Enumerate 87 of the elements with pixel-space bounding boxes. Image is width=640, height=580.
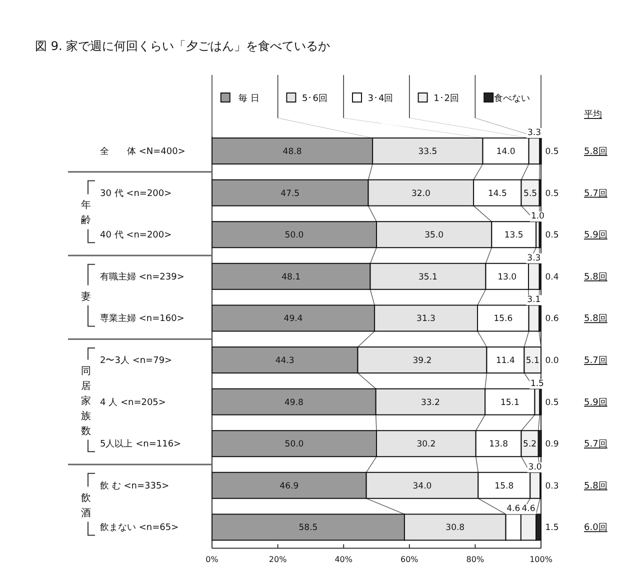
data-label: 0.4 (545, 272, 559, 282)
text: 5.9回 (584, 398, 608, 408)
x-tick-label: 40% (334, 555, 353, 564)
data-label: 0.3 (545, 481, 559, 492)
data-label: 5.1 (526, 356, 540, 366)
data-label: 15.6 (494, 314, 513, 324)
data-label: 3.3 (527, 128, 542, 138)
legend-label: 5･6回 (302, 94, 328, 104)
legend-label: 3･4回 (368, 94, 394, 104)
y-tick-label: 30 代 <n=200> (100, 188, 172, 199)
x-tick-label: 0% (206, 555, 219, 564)
data-label: 33.5 (418, 147, 438, 157)
data-label: 0.9 (545, 440, 559, 450)
y-tick-label: 5人以上 <n=116> (100, 438, 182, 450)
y-tick-label: 全 体 <N=400> (100, 146, 186, 157)
x-tick-label: 20% (268, 555, 288, 564)
data-label: 50.0 (284, 440, 304, 450)
text: 5.8回 (584, 272, 608, 282)
y-tick-label: 2〜3人 <n=79> (100, 355, 172, 366)
text: 6.0回 (584, 523, 608, 534)
data-label: 11.4 (496, 356, 515, 366)
data-label: 39.2 (412, 356, 432, 366)
data-label: 0.5 (545, 230, 559, 241)
text: 平均 (584, 109, 602, 120)
data-label: 46.9 (280, 481, 299, 492)
data-label: 47.5 (280, 188, 300, 199)
y-tick-label: 飲まない <n=65> (100, 522, 179, 534)
data-label: 1.5 (545, 523, 559, 534)
data-label: 5.2 (523, 440, 537, 450)
data-label: 50.0 (284, 230, 304, 241)
data-label: 0.6 (545, 314, 559, 324)
text: 5.7回 (584, 188, 608, 199)
y-tick-label: 有職主婦 <n=239> (100, 271, 184, 282)
x-tick-label: 100% (530, 555, 553, 564)
data-label: 1.5 (530, 378, 544, 389)
data-label: 0.5 (545, 188, 559, 199)
chart-title: 図 9. 家で週に何回くらい「夕ごはん」を食べているか (35, 39, 330, 53)
y-tick-label: 飲 む <n=335> (100, 480, 170, 492)
data-label: 13.5 (504, 230, 524, 241)
data-label: 49.8 (284, 398, 304, 408)
data-label: 49.4 (284, 314, 303, 324)
data-label: 44.3 (275, 356, 294, 366)
data-label: 48.8 (282, 147, 302, 157)
x-tick-label: 60% (400, 555, 419, 564)
data-label: 30.2 (416, 440, 436, 450)
text: 同居家族数 (81, 366, 91, 437)
data-label: 15.1 (500, 398, 520, 408)
y-tick-label: 4 人 <n=205> (100, 396, 166, 408)
data-label: 35.1 (418, 272, 438, 282)
data-label: 0.5 (545, 147, 559, 157)
legend-label: 毎 日 (238, 93, 260, 104)
text: 5.8回 (584, 147, 608, 157)
data-label: 33.2 (420, 398, 440, 408)
data-label: 48.1 (282, 272, 301, 282)
text: 5.7回 (584, 356, 608, 366)
data-label: 5.5 (524, 188, 538, 199)
x-tick-label: 80% (466, 555, 484, 564)
data-label: 35.0 (424, 230, 444, 241)
data-label: 15.8 (494, 481, 514, 492)
legend-label: 食べない (494, 93, 530, 104)
data-label: 1.0 (530, 212, 544, 222)
data-label: 0.5 (545, 398, 559, 408)
data-label: 3.3 (527, 253, 541, 264)
text: 5.9回 (584, 230, 608, 241)
legend-label: 1･2回 (434, 94, 460, 104)
data-label: 13.8 (489, 440, 508, 450)
data-label: 32.0 (411, 188, 430, 199)
data-label: 14.0 (496, 147, 516, 157)
data-label: 30.8 (446, 523, 465, 534)
data-label: 31.3 (416, 314, 436, 324)
text: 5.8回 (584, 314, 608, 324)
data-label: 3.1 (527, 295, 541, 306)
data-label: 58.5 (298, 523, 318, 534)
text: 飲酒 (81, 492, 91, 519)
text: 妻 (81, 290, 91, 302)
data-label: 3.0 (528, 462, 542, 472)
data-label: 4.6 (506, 504, 520, 514)
y-tick-label: 40 代 <n=200> (100, 230, 172, 241)
y-tick-label: 専業主婦 <n=160> (100, 313, 184, 324)
text: 年齢 (81, 199, 91, 226)
data-label: 14.5 (488, 188, 507, 199)
text: 5.7回 (584, 440, 608, 450)
data-label: 0.0 (545, 356, 559, 366)
text: 5.8回 (584, 481, 608, 492)
data-label: 13.0 (498, 272, 517, 282)
data-label: 4.6 (522, 504, 536, 514)
data-label: 34.0 (412, 481, 432, 492)
